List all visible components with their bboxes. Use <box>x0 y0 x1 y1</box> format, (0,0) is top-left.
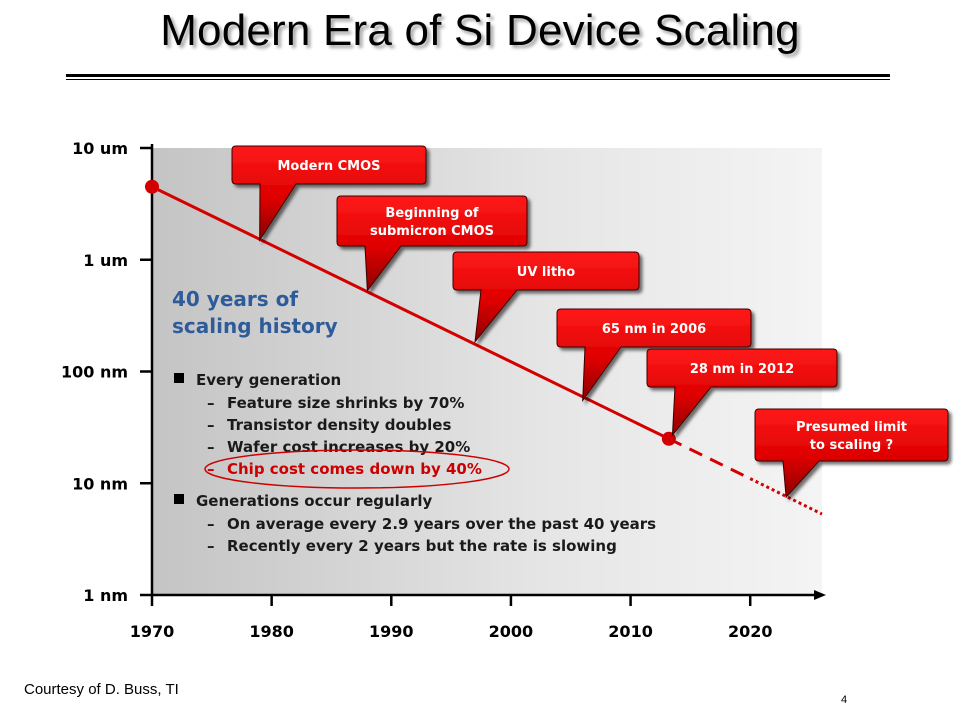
subitem-dash: – <box>207 537 215 555</box>
title-rule-thin <box>66 79 890 80</box>
y-tick-label: 1 nm <box>83 586 128 605</box>
callout-bubble <box>231 145 427 242</box>
subitem-dash: – <box>207 394 215 412</box>
x-tick-label: 2020 <box>728 622 773 641</box>
y-tick-label: 1 um <box>83 251 128 270</box>
callout-label: Beginning of <box>385 206 478 221</box>
callout-label: Modern CMOS <box>277 159 380 174</box>
callout-bubble <box>754 408 949 499</box>
callout: UV litho <box>452 251 640 344</box>
subitem-text: Chip cost comes down by 40% <box>227 460 482 478</box>
callout-label: Presumed limit <box>796 420 907 435</box>
trend-point <box>145 179 159 194</box>
callout-bubble <box>452 251 640 344</box>
subitem-dash: – <box>207 460 215 478</box>
subitem-dash: – <box>207 438 215 456</box>
subitem-text: Feature size shrinks by 70% <box>227 394 464 412</box>
x-tick-label: 2000 <box>489 622 534 641</box>
y-tick-label: 10 nm <box>72 474 128 493</box>
callout-label: UV litho <box>517 265 576 280</box>
trend-line-dashed <box>668 437 751 480</box>
subitem-text: Transistor density doubles <box>227 416 451 434</box>
bullet-square <box>174 494 184 504</box>
callout: Modern CMOS <box>231 145 427 242</box>
x-tick-label: 1990 <box>369 622 414 641</box>
y-tick-label: 10 um <box>72 139 128 158</box>
x-tick-label: 1980 <box>249 622 294 641</box>
x-axis-arrow <box>814 590 826 600</box>
subitem-text: Recently every 2 years but the rate is s… <box>227 537 617 555</box>
callout: 65 nm in 2006 <box>556 308 752 403</box>
callout-label: submicron CMOS <box>370 224 494 239</box>
trend-line-dotted <box>749 477 823 516</box>
subitem-dash: – <box>207 515 215 533</box>
callout: 28 nm in 2012 <box>646 348 838 437</box>
title-rule-thick <box>66 74 890 77</box>
callout-bubble <box>336 195 528 292</box>
bullet-text: Generations occur regularly <box>196 492 432 510</box>
annotation-heading: scaling history <box>172 314 338 338</box>
callout-label: 28 nm in 2012 <box>690 362 794 377</box>
callout-bubble <box>556 308 752 403</box>
callout-label: to scaling ? <box>810 438 893 453</box>
subitem-text: On average every 2.9 years over the past… <box>227 515 656 533</box>
highlight-ellipse <box>204 449 510 489</box>
y-tick-label: 100 nm <box>61 363 128 382</box>
callout-label: 65 nm in 2006 <box>602 322 706 337</box>
callout-bubble <box>646 348 838 437</box>
annotation-heading: 40 years of <box>172 287 298 311</box>
callout: Beginning of submicron CMOS <box>336 195 528 292</box>
page-number: 4 <box>841 694 848 706</box>
subitem-dash: – <box>207 416 215 434</box>
bullet-text: Every generation <box>196 371 341 389</box>
x-tick-label: 1970 <box>130 622 175 641</box>
courtesy-credit: Courtesy of D. Buss, TI <box>24 681 179 698</box>
bullet-square <box>174 373 184 383</box>
x-tick-label: 2010 <box>608 622 653 641</box>
callout: Presumed limit to scaling ? <box>754 408 949 499</box>
slide-title: Modern Era of Si Device Scaling <box>160 6 800 55</box>
